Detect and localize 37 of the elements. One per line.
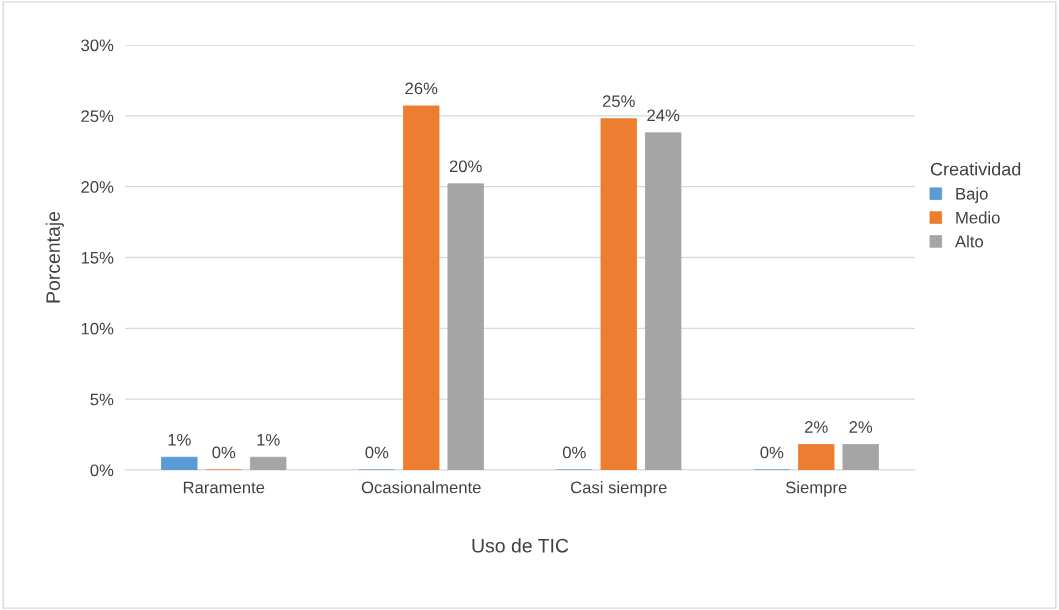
x-axis-title: Uso de TIC: [472, 538, 569, 553]
x-tick-label: Siempre: [785, 481, 847, 497]
data-label: 0%: [760, 446, 784, 459]
legend-label: Alto: [955, 235, 984, 248]
y-axis-title: Porcentaje: [45, 211, 64, 303]
data-label: 0%: [365, 446, 389, 459]
bar: [249, 456, 287, 470]
y-tick-label: 30%: [81, 39, 114, 52]
bar: [644, 132, 682, 470]
legend-title: Creatividad: [930, 162, 1021, 176]
bar: [798, 444, 835, 470]
x-tick-label: Raramente: [183, 481, 265, 494]
legend-label: Medio: [956, 211, 1000, 224]
legend-label: Bajo: [956, 187, 988, 203]
y-tick-label: 25%: [81, 110, 114, 123]
data-label: 1%: [257, 433, 280, 446]
y-tick-label: 20%: [81, 181, 114, 193]
data-label: 26%: [405, 82, 438, 95]
x-tick-label: Ocasionalmente: [361, 481, 481, 494]
bar: [447, 183, 484, 470]
bar: [161, 456, 198, 470]
bar: [842, 444, 879, 470]
data-label: 2%: [805, 421, 828, 433]
y-tick-label: 10%: [81, 322, 114, 335]
bar: [403, 105, 440, 470]
data-label: 20%: [449, 160, 482, 173]
bar: [600, 118, 637, 470]
data-label: 2%: [849, 421, 873, 433]
y-tick-label: 0%: [90, 464, 114, 477]
data-label: 1%: [168, 433, 191, 446]
y-tick-label: 5%: [90, 393, 114, 406]
data-label: 24%: [647, 109, 680, 122]
data-label: 25%: [602, 95, 635, 108]
data-label: 0%: [212, 446, 236, 459]
y-tick-label: 15%: [81, 251, 114, 264]
data-label: 0%: [562, 446, 586, 459]
x-tick-label: Casi siempre: [570, 481, 667, 497]
